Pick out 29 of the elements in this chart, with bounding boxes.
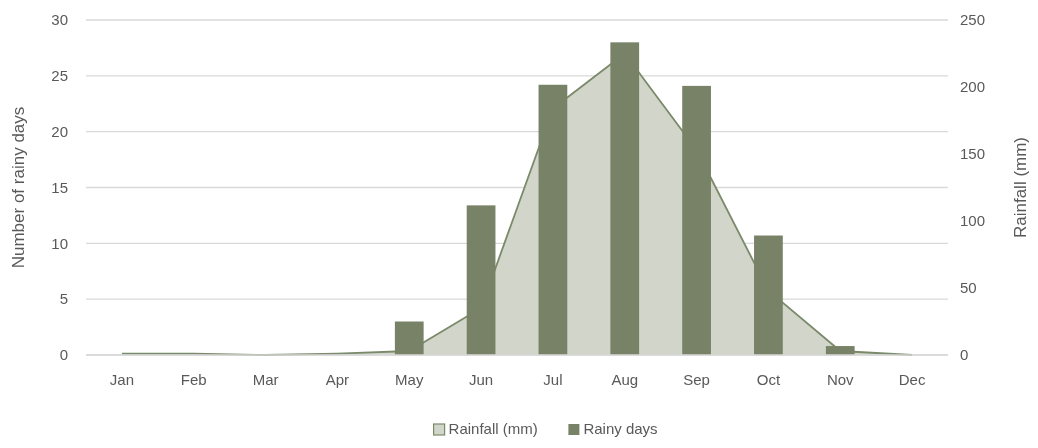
y-tick-label: 10 (51, 234, 68, 252)
x-tick-label: Mar (252, 371, 279, 388)
x-tick-label: May (395, 371, 424, 388)
x-tick-label: Apr (325, 371, 350, 388)
y2-tick-label: 100 (960, 212, 986, 230)
y2-tick-label: 150 (960, 145, 986, 163)
x-tick-label: Jun (468, 371, 494, 388)
x-tick-label: Feb (180, 371, 207, 388)
y-tick-label: 15 (51, 178, 68, 196)
x-tick-label: Jul (543, 371, 563, 388)
y2-axis-title: Rainfall (mm) (1011, 136, 1030, 239)
legend-label: Rainy days (583, 420, 658, 437)
y-tick-label: 30 (51, 11, 68, 29)
y-tick-label: 5 (59, 290, 68, 308)
y2-tick-label: 0 (960, 346, 969, 364)
x-tick-label: Nov (826, 371, 855, 388)
y2-tick-label: 50 (960, 279, 977, 297)
y2-tick-label: 200 (960, 78, 986, 96)
x-tick-label: Jan (109, 371, 135, 388)
y-tick-label: 0 (59, 346, 68, 364)
y-axis-title: Number of rainy days (9, 106, 28, 269)
y-tick-label: 25 (51, 67, 68, 85)
x-tick-label: Aug (611, 371, 639, 388)
legend-label: Rainfall (mm) (448, 420, 538, 437)
y-tick-label: 20 (51, 122, 68, 140)
x-tick-label: Oct (756, 371, 781, 388)
x-tick-label: Dec (898, 371, 926, 388)
x-tick-label: Sep (683, 371, 710, 388)
y2-tick-label: 250 (960, 11, 986, 29)
